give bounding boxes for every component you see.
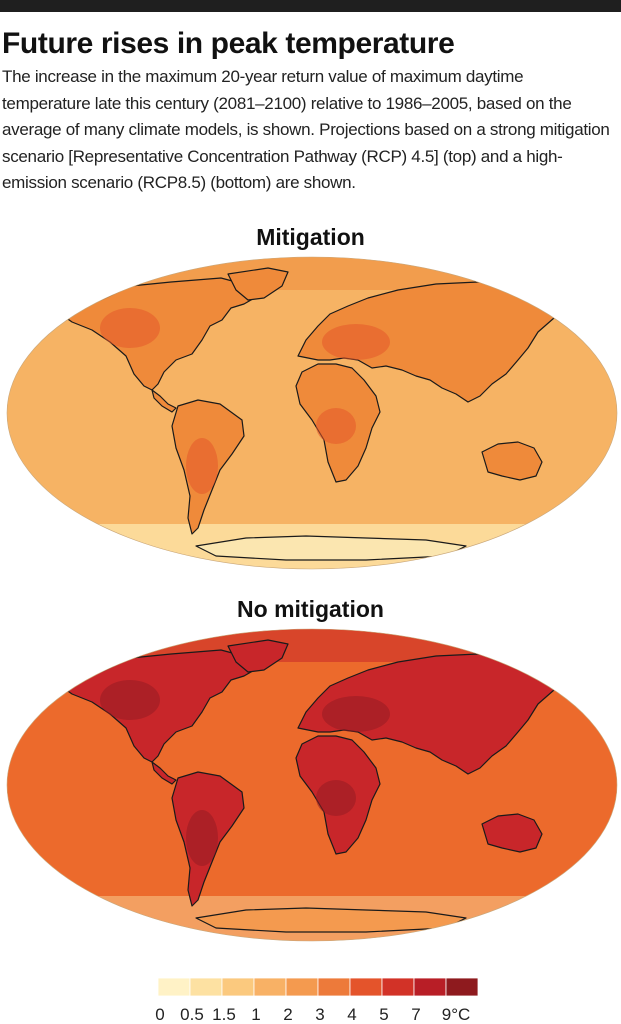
continent-greenland [227,267,289,301]
continent-australia [481,813,543,853]
top-rule [0,0,621,12]
legend-tick-label: 0 [155,1005,164,1024]
warming-hotspot [100,680,160,720]
legend-swatch [157,977,191,997]
warming-hotspot [186,438,218,494]
warming-hotspot [322,696,390,732]
legend-swatch [317,977,351,997]
legend-swatch [381,977,415,997]
legend-tick-label: 3 [315,1005,324,1024]
map-title-no-mitigation: No mitigation [237,596,384,622]
legend-tick-label: 2 [283,1005,292,1024]
legend-swatch [445,977,479,997]
legend-tick-label: 5 [379,1005,388,1024]
warming-hotspot [100,308,160,348]
color-legend: 0 0.5 1.5 1 2 3 4 5 7 9°C [155,977,479,1024]
warming-hotspot [186,810,218,866]
figure-description: The increase in the maximum 20-year retu… [2,67,610,192]
legend-swatch [221,977,255,997]
arctic-band [7,629,617,662]
continent-central-america [151,761,177,785]
continent-australia [481,441,543,481]
continent-eurasia [297,653,563,775]
map-border [6,628,618,942]
continent-greenland [227,639,289,673]
map-no-mitigation [6,628,618,942]
legend-swatch [253,977,287,997]
legend-tick-label: 4 [347,1005,356,1024]
warming-hotspot [316,408,356,444]
arctic-band [7,257,617,290]
legend-swatch [413,977,447,997]
map-mitigation [6,256,618,570]
legend-tick-label: 7 [411,1005,420,1024]
warming-hotspot [316,780,356,816]
continent-antarctica [195,907,467,933]
continent-antarctica [195,535,467,561]
map-border [6,256,618,570]
legend-tick-label: 1 [251,1005,260,1024]
warming-hotspot [322,324,390,360]
figure-title: Future rises in peak temperature [2,27,455,60]
legend-tick-label: 9°C [442,1005,471,1024]
legend-tick-label: 0.5 [180,1005,204,1024]
legend-swatch [189,977,223,997]
continent-central-america [151,389,177,413]
legend-swatch [285,977,319,997]
continent-eurasia [297,281,563,403]
legend-tick-label: 1.5 [212,1005,236,1024]
map-title-mitigation: Mitigation [256,224,365,250]
legend-swatch [349,977,383,997]
